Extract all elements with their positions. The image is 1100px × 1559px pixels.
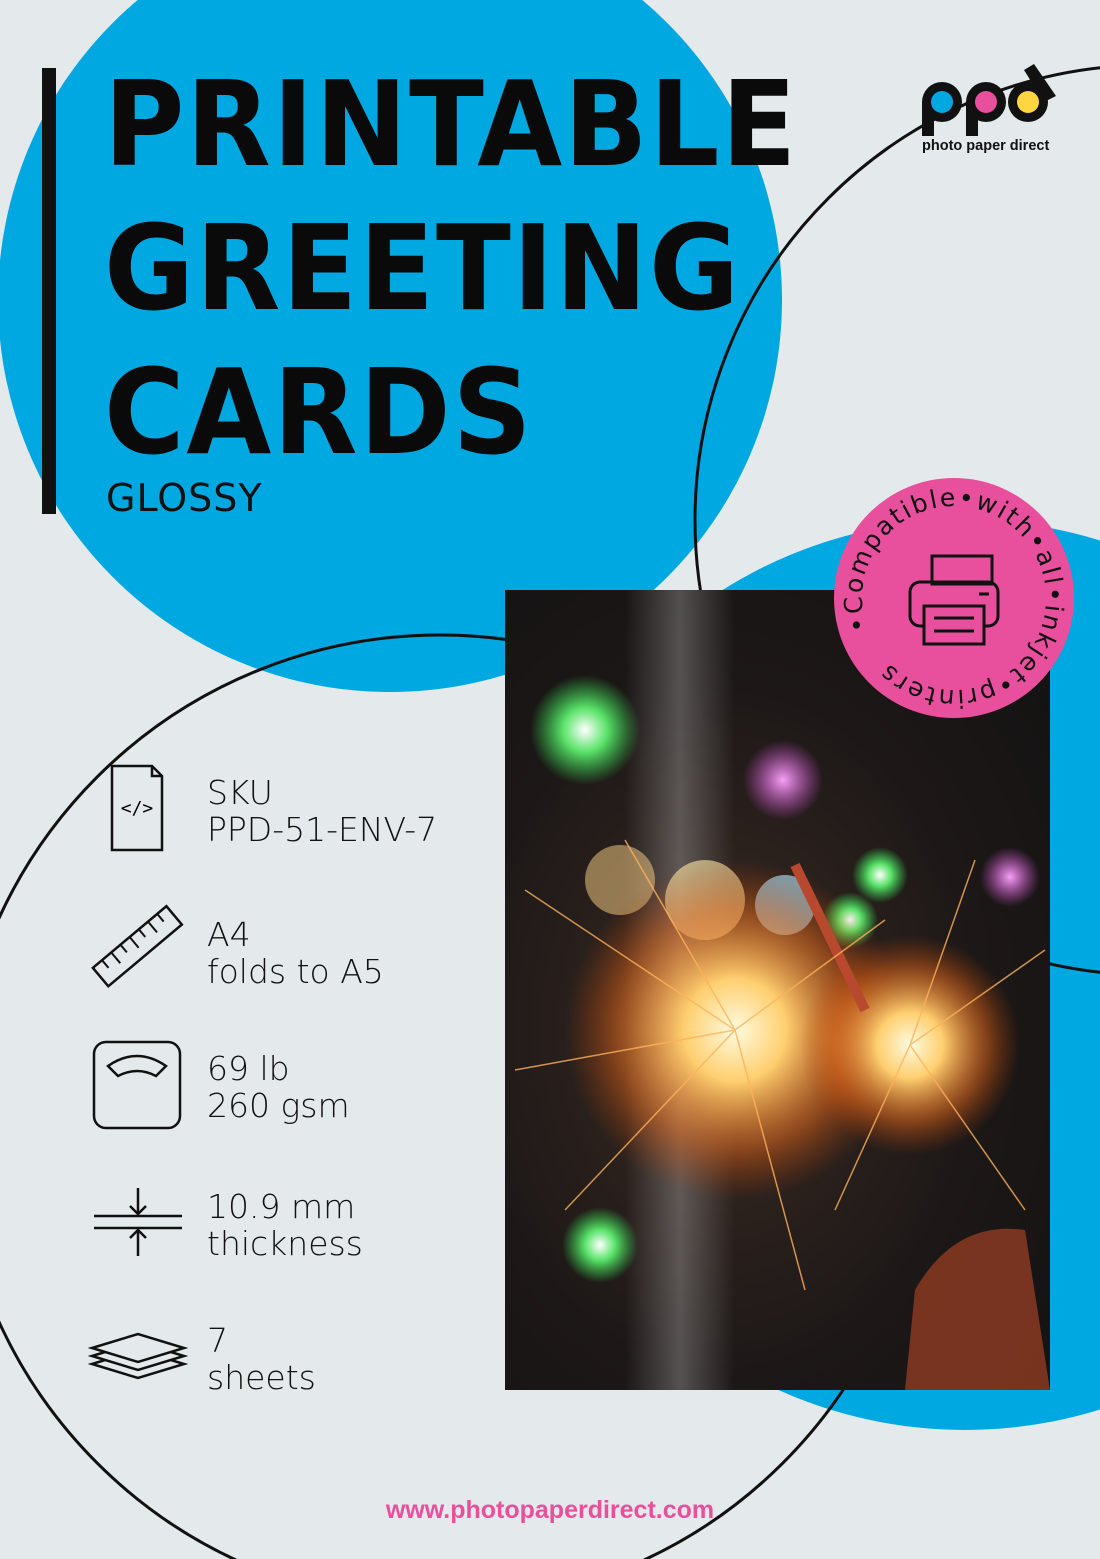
title-line: GREETING: [104, 199, 741, 337]
printer-icon: [908, 554, 1000, 646]
svg-text:</>: </>: [121, 798, 154, 819]
spec-thickness: 10.9 mm thickness: [207, 1187, 363, 1263]
blue-circle-top: [0, 0, 782, 692]
scale-icon: [92, 1040, 182, 1130]
spec-sheets: 7 sheets: [207, 1321, 316, 1397]
title-accent-bar: [42, 68, 56, 514]
sparkler-photo: [505, 590, 1050, 1390]
outline-circle-right: [693, 66, 1100, 974]
thickness-icon: [94, 1188, 182, 1256]
ppd-logo: [922, 64, 1056, 136]
title-line: PRINTABLE: [104, 55, 799, 193]
code-file-icon: </>: [110, 764, 164, 852]
spec-sku: SKU PPD-51-ENV-7: [207, 773, 438, 849]
spec-size: A4 folds to A5: [207, 915, 384, 991]
spec-weight: 69 lb 260 gsm: [207, 1049, 350, 1125]
compatibility-badge: •Compatible•with•all•inkjet•printers: [832, 476, 1076, 720]
logo-tagline: photo paper direct: [922, 138, 1050, 154]
ruler-icon: [91, 904, 184, 989]
title-line: CARDS: [104, 343, 534, 481]
website-url[interactable]: www.photopaperdirect.com: [385, 1496, 715, 1524]
finish-subtitle: GLOSSY: [106, 476, 263, 520]
sheets-stack-icon: [88, 1332, 188, 1380]
product-title: PRINTABLE GREETING CARDS: [104, 52, 798, 484]
